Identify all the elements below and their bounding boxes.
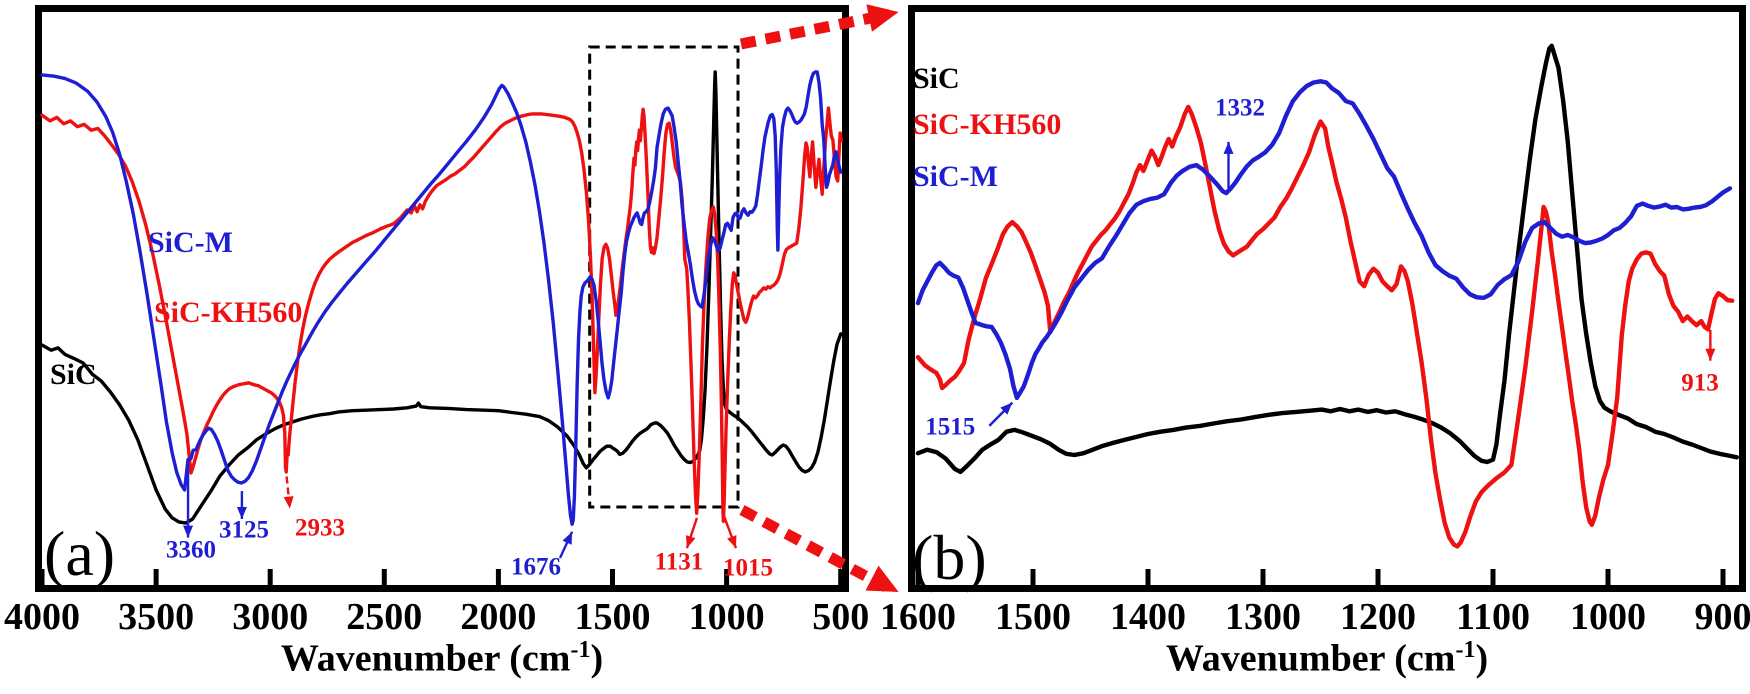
x-tick-label: 4000	[4, 596, 80, 638]
x-axis-title-panel-a: Wavenumber (cm-1)	[280, 637, 604, 680]
x-tick-label: 1300	[1225, 596, 1301, 638]
annotation-arrow-head-1015	[727, 535, 737, 549]
x-tick-label: 2000	[460, 596, 537, 638]
curve-label-SiC: SiC	[50, 358, 97, 391]
spectrum-curve-SiC-KH560	[40, 106, 843, 523]
annotation-arrow-head-1332	[1223, 141, 1234, 154]
annotation-1515: 1515	[925, 413, 976, 441]
legend-item-SiC-KH560: SiC-KH560	[913, 108, 1062, 141]
x-tick-label: 1200	[1340, 596, 1416, 638]
panel-label-a: (a)	[44, 518, 116, 589]
spectrum-curve-SiC	[915, 43, 1739, 475]
panel-label-b: (b)	[912, 522, 987, 593]
annotation-3360: 3360	[166, 536, 216, 564]
x-tick-label: 1500	[574, 596, 651, 638]
x-tick-label: 3000	[232, 596, 309, 638]
legend-item-SiC: SiC	[913, 62, 960, 95]
x-tick-label: 1100	[1456, 596, 1530, 638]
annotation-913: 913	[1681, 369, 1719, 397]
x-tick-label: 2500	[346, 596, 423, 638]
annotation-arrow-head-3360	[183, 525, 194, 538]
x-axis-title-panel-b: Wavenumber (cm-1)	[1165, 637, 1489, 680]
annotation-arrow-head-2933	[283, 496, 294, 509]
plot-border-panel-a	[35, 5, 849, 592]
zoom-arrow-head	[865, 565, 899, 592]
x-tick-label: 1500	[995, 596, 1071, 638]
x-tick-label: 1400	[1110, 596, 1186, 638]
annotation-arrow-head-913	[1705, 348, 1716, 361]
annotation-1131: 1131	[654, 548, 704, 576]
spectrum-curve-SiC-M	[915, 79, 1733, 401]
x-tick-label: 1000	[688, 596, 765, 638]
x-tick-label: 900	[1694, 596, 1750, 638]
annotation-1015: 1015	[723, 554, 774, 582]
zoom-arrow-line	[739, 9, 888, 50]
annotation-arrow-head-1515	[1000, 402, 1013, 415]
annotation-arrow-head-1676	[562, 531, 573, 545]
x-tick-label: 500	[812, 596, 870, 638]
spectrum-curve-SiC-KH560	[915, 104, 1735, 549]
plot-border-panel-b	[908, 5, 1746, 592]
zoom-arrow-line	[739, 505, 889, 592]
x-tick-label: 1600	[880, 596, 956, 638]
zoom-arrow-head	[866, 4, 899, 32]
x-tick-label: 1000	[1570, 596, 1646, 638]
spectrum-curve-SiC	[40, 70, 843, 525]
x-tick-label: 3500	[118, 596, 195, 638]
curve-label-SiC-M: SiC-M	[148, 226, 233, 259]
annotation-arrow-head-1131	[685, 535, 696, 549]
annotation-1332: 1332	[1215, 94, 1265, 122]
annotation-1676: 1676	[511, 553, 562, 581]
annotation-2933: 2933	[294, 514, 345, 542]
annotation-3125: 3125	[218, 516, 269, 544]
spectrum-curve-SiC-M	[40, 70, 843, 526]
superscript: -1	[1455, 637, 1476, 663]
curve-label-SiC-KH560: SiC-KH560	[154, 296, 303, 329]
annotation-arrow-head-3125	[236, 506, 247, 519]
legend-item-SiC-M: SiC-M	[913, 160, 998, 193]
superscript: -1	[570, 637, 591, 663]
